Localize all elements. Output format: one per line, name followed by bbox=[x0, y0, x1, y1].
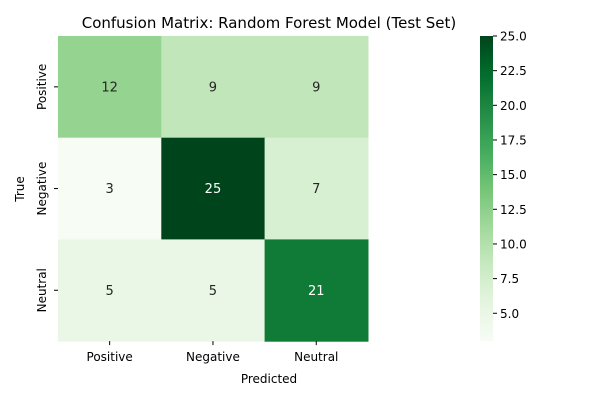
x-tick-label: Positive bbox=[87, 350, 133, 364]
colorbar-tick-label: 12.5 bbox=[500, 203, 527, 217]
cell-value-label: 9 bbox=[312, 80, 320, 95]
y-axis-label: True bbox=[13, 176, 27, 203]
cell-value-label: 12 bbox=[101, 80, 118, 95]
cell-value-label: 25 bbox=[205, 182, 222, 197]
cell-value-label: 21 bbox=[308, 284, 325, 299]
colorbar-tick-label: 22.5 bbox=[500, 64, 527, 78]
colorbar-tick-label: 7.5 bbox=[500, 272, 519, 286]
heatmap-cell bbox=[264, 36, 369, 139]
heatmap-cell bbox=[161, 137, 266, 240]
cell-value-label: 9 bbox=[209, 80, 217, 95]
colorbar-ticks: 5.0 7.5 10.0 12.5 15.0 17.5 20.0 22.5 25.0 bbox=[493, 30, 527, 321]
y-tick-label: Neutral bbox=[35, 268, 49, 312]
x-tick-label: Negative bbox=[186, 350, 240, 364]
heatmap-cells bbox=[58, 36, 369, 342]
heatmap-cell bbox=[161, 36, 266, 139]
colorbar-tick-label: 10.0 bbox=[500, 237, 527, 251]
colorbar-tick-label: 5.0 bbox=[500, 307, 519, 321]
heatmap-cell bbox=[58, 36, 162, 139]
colorbar-tick-label: 20.0 bbox=[500, 99, 527, 113]
heatmap-cell bbox=[264, 137, 369, 240]
colorbar-tick-label: 15.0 bbox=[500, 168, 527, 182]
y-axis-ticks: Positive Negative Neutral bbox=[35, 64, 58, 312]
colorbar-tick-label: 17.5 bbox=[500, 133, 527, 147]
x-axis-ticks: Positive Negative Neutral bbox=[87, 341, 338, 364]
x-tick-label: Neutral bbox=[294, 350, 338, 364]
heatmap-cell bbox=[58, 239, 162, 342]
colorbar bbox=[480, 36, 493, 341]
cell-value-label: 7 bbox=[312, 182, 320, 197]
cell-value-label: 5 bbox=[209, 284, 217, 299]
cell-value-label: 5 bbox=[106, 284, 114, 299]
heatmap-cell bbox=[58, 137, 162, 240]
x-axis-label: Predicted bbox=[241, 372, 297, 386]
cell-value-label: 3 bbox=[106, 182, 114, 197]
cell-annotations: 12 9 9 3 25 7 5 5 21 bbox=[101, 80, 324, 298]
y-tick-label: Positive bbox=[35, 64, 49, 110]
colorbar-tick-label: 25.0 bbox=[500, 30, 527, 44]
chart-title: Confusion Matrix: Random Forest Model (T… bbox=[82, 14, 457, 32]
heatmap-cell bbox=[264, 239, 369, 342]
y-tick-label: Negative bbox=[35, 162, 49, 216]
heatmap-cell bbox=[161, 239, 266, 342]
